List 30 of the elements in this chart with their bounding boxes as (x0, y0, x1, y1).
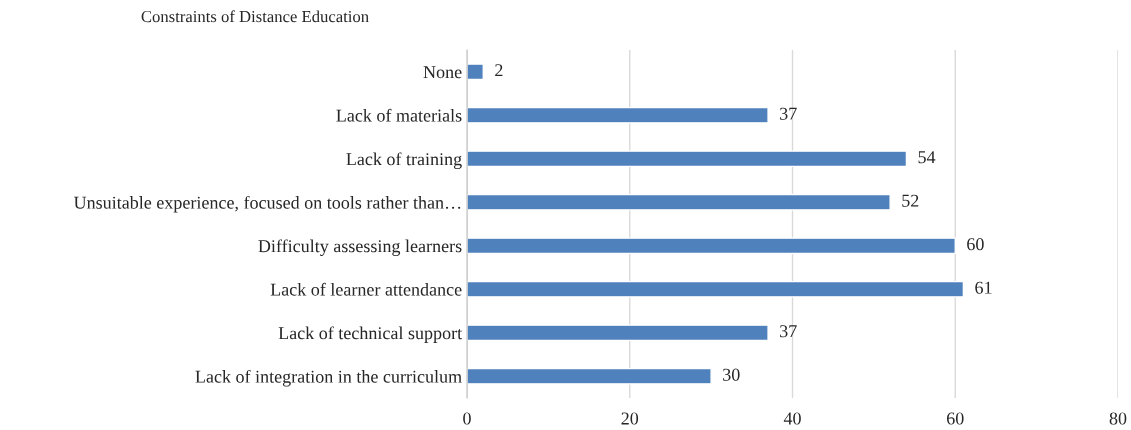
x-tick-label: 40 (783, 412, 801, 425)
y-tick-label: Lack of integration in the curriculum (195, 369, 462, 387)
x-tick-label: 20 (621, 412, 639, 425)
data-label: 61 (975, 281, 992, 294)
x-tick-label: 60 (947, 412, 964, 425)
text: Constraints of Distance Education (141, 10, 369, 23)
y-tick-label: Lack of materials (336, 108, 462, 122)
bar (467, 324, 769, 342)
bar (467, 237, 956, 255)
data-label: 30 (723, 368, 740, 381)
x-tick-label: 0 (463, 412, 471, 425)
bar (467, 106, 769, 124)
y-tick-label: None (423, 66, 462, 79)
y-tick-label: Difficulty assessing learners (258, 239, 462, 256)
bar (467, 367, 712, 385)
bar (467, 150, 908, 168)
bar (467, 280, 965, 298)
data-label: 52 (902, 194, 919, 207)
bar (467, 193, 891, 211)
y-tick-label: Lack of technical support (278, 326, 463, 343)
y-tick-label: Lack of learner attendance (270, 282, 462, 296)
data-label: 2 (495, 64, 503, 77)
data-label: 37 (780, 107, 797, 120)
data-label: 37 (780, 325, 797, 338)
y-tick-label: Unsuitable experience, focused on tools rather than… (73, 195, 461, 213)
bar (467, 63, 484, 81)
data-label: 54 (918, 151, 936, 164)
x-tick-label: 80 (1109, 412, 1127, 425)
y-tick-label: Lack of training (346, 152, 462, 169)
data-label: 60 (967, 238, 984, 251)
